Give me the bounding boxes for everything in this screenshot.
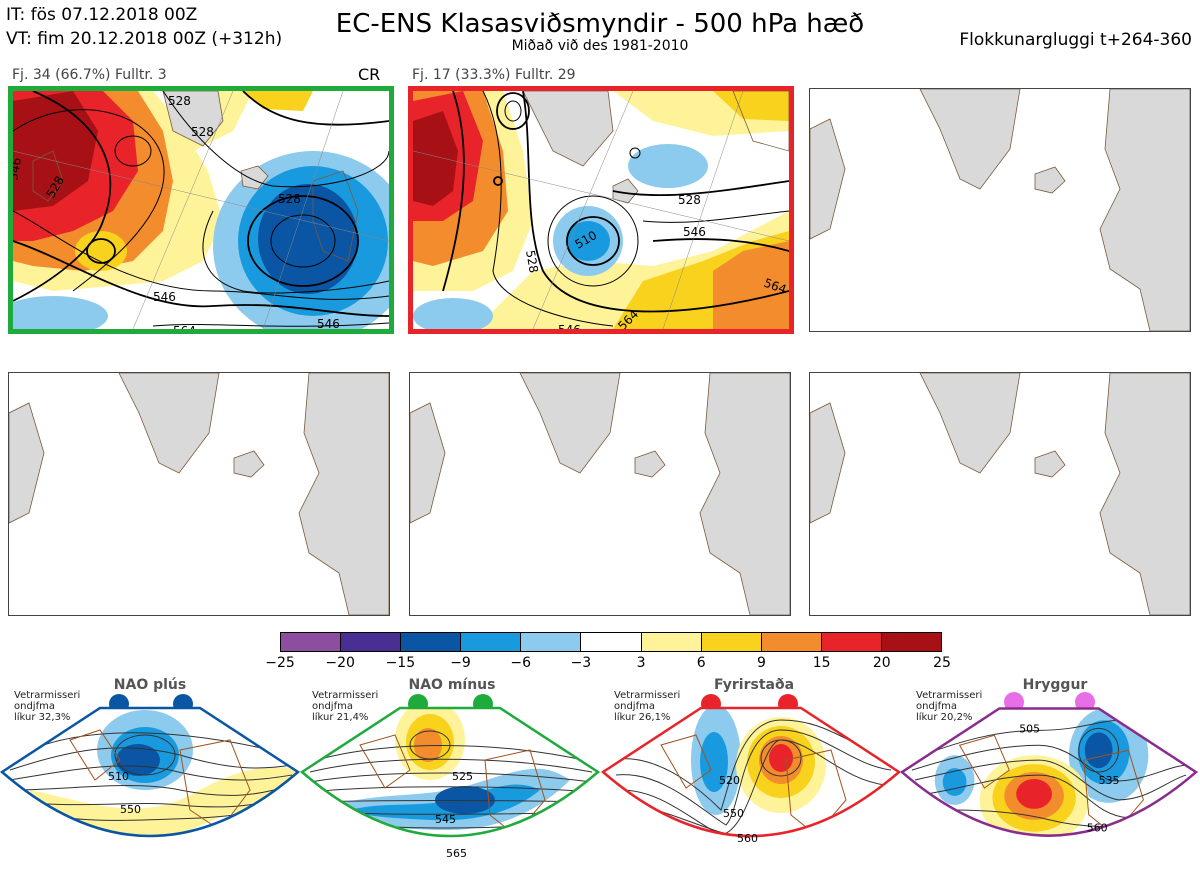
regime-map-blocking[interactable]: 520 550 560 <box>601 700 903 870</box>
colorbar-segment <box>520 633 581 651</box>
contour-label: 510 <box>108 770 129 783</box>
regime-dot <box>1004 692 1024 712</box>
colorbar-tick-label: 9 <box>756 655 766 671</box>
regime-dot <box>1075 692 1095 712</box>
colorbar-tick-label: 25 <box>933 655 951 671</box>
regime-title-ridge: Hryggur <box>1022 677 1088 693</box>
page-title: EC-ENS Klasasviðsmyndir - 500 hPa hæð <box>335 9 865 39</box>
colorbar-tick-label: −6 <box>510 655 532 671</box>
colorbar-tick-label: 6 <box>696 655 706 671</box>
contour-label: 505 <box>1019 722 1040 735</box>
colorbar-tick-label: 20 <box>872 655 891 671</box>
colorbar-segment <box>880 633 942 651</box>
panel-1-label: Fj. 34 (66.7%) Fulltr. 3 <box>12 67 167 83</box>
colorbar-segment <box>340 633 401 651</box>
regime-title-nao-minus: NAO mínus <box>408 677 496 693</box>
contour-label: 528 <box>191 125 214 139</box>
colorbar-segment <box>281 633 341 651</box>
regime-note-blocking: Vetrarmisseri ondjfma líkur 26,1% <box>614 690 681 723</box>
contour-label: 560 <box>1087 822 1108 835</box>
valid-time: VT: fim 20.12.2018 00Z (+312h) <box>6 29 283 49</box>
contour-label: 546 <box>683 225 706 239</box>
contour-label: 546 <box>13 157 24 182</box>
anomaly-colorbar <box>280 632 942 652</box>
contour-label: 528 <box>678 193 701 207</box>
contour-label: 546 <box>317 317 340 329</box>
contour-label: 525 <box>452 770 473 783</box>
colorbar-tick-label: −25 <box>265 655 295 671</box>
colorbar-tick-label: −9 <box>450 655 471 671</box>
regime-title-blocking: Fyrirstaða <box>713 677 795 693</box>
colorbar-tick-label: −3 <box>570 655 592 671</box>
colorbar-tick-label: 15 <box>812 655 831 671</box>
colorbar-segment <box>460 633 521 651</box>
colorbar-segment <box>580 633 641 651</box>
contour-label: 565 <box>446 847 467 860</box>
panel-1-tag: CR <box>358 65 381 84</box>
contour-label: 520 <box>719 774 740 787</box>
contour-label: 564 <box>173 324 196 329</box>
contour-label: 560 <box>737 832 758 845</box>
page-subtitle: Miðað við des 1981-2010 <box>511 38 689 54</box>
contour-label: 546 <box>558 323 581 329</box>
contour-label: 550 <box>120 803 141 816</box>
cluster-map-1[interactable]: 528 528 528 546 546 564 528 546 <box>8 86 394 334</box>
classification-window: Flokkunargluggi t+264-360 <box>959 30 1192 50</box>
initial-time: IT: fös 07.12.2018 00Z <box>6 5 198 25</box>
cluster-map-5-empty[interactable] <box>409 372 791 616</box>
regime-map-nao-plus[interactable]: 510 550 <box>0 700 302 870</box>
regime-map-nao-minus[interactable]: 525 545 565 <box>300 700 602 870</box>
cluster-map-2[interactable]: 510 528 528 546 546 564 564 <box>408 86 794 334</box>
colorbar-segment <box>700 633 761 651</box>
contour-label: 546 <box>153 290 176 304</box>
regime-note-ridge: Vetrarmisseri ondjfma líkur 20,2% <box>916 690 983 723</box>
regime-map-ridge[interactable]: 505 535 560 <box>900 700 1200 870</box>
contour-label: 550 <box>723 807 744 820</box>
colorbar-tick-label: 3 <box>636 655 646 671</box>
contour-label: 535 <box>1099 774 1120 787</box>
contour-label: 528 <box>278 192 301 206</box>
cluster-map-6-empty[interactable] <box>809 372 1191 616</box>
colorbar-segment <box>820 633 881 651</box>
contour-label: 545 <box>435 813 456 826</box>
colorbar-tick-label: −20 <box>325 655 355 671</box>
regime-note-nao-minus: Vetrarmisseri ondjfma líkur 21,4% <box>312 690 379 723</box>
colorbar-segment <box>760 633 821 651</box>
colorbar-tick-label: −15 <box>385 655 416 671</box>
cluster-map-3-empty[interactable] <box>809 88 1191 332</box>
colorbar-segment <box>400 633 461 651</box>
regime-note-nao-plus: Vetrarmisseri ondjfma líkur 32,3% <box>14 690 81 723</box>
contour-label: 528 <box>168 94 191 108</box>
regime-title-nao-plus: NAO plús <box>113 677 187 693</box>
colorbar-segment <box>640 633 701 651</box>
cluster-map-4-empty[interactable] <box>8 372 390 616</box>
panel-2-label: Fj. 17 (33.3%) Fulltr. 29 <box>412 67 576 83</box>
contour-label: 528 <box>523 249 541 274</box>
